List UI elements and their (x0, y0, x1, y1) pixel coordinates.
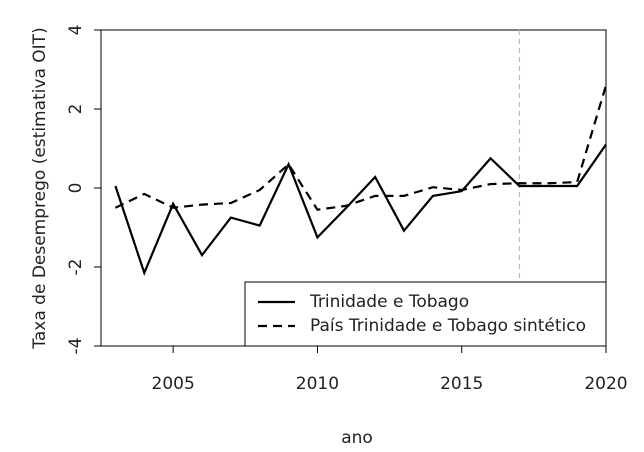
series-line (114, 84, 606, 211)
y-tick-label: -2 (66, 259, 86, 276)
y-tick-label: 4 (66, 25, 86, 36)
x-tick-label: 2015 (440, 374, 483, 394)
y-tick-label: 0 (66, 183, 86, 194)
y-axis-label: Taxa de Desemprego (estimativa OIT) (30, 27, 50, 349)
series-line (114, 143, 606, 277)
x-tick-label: 2010 (296, 374, 339, 394)
x-tick-label: 2020 (584, 374, 627, 394)
legend-box (244, 281, 607, 347)
legend-label: Trinidade e Tobago (309, 292, 469, 312)
y-tick-label: -4 (66, 338, 86, 355)
x-axis-label: ano (341, 428, 373, 448)
legend-label: País Trinidade e Tobago sintético (310, 316, 586, 336)
x-tick-label: 2005 (152, 374, 195, 394)
y-tick-label: 2 (66, 104, 86, 115)
